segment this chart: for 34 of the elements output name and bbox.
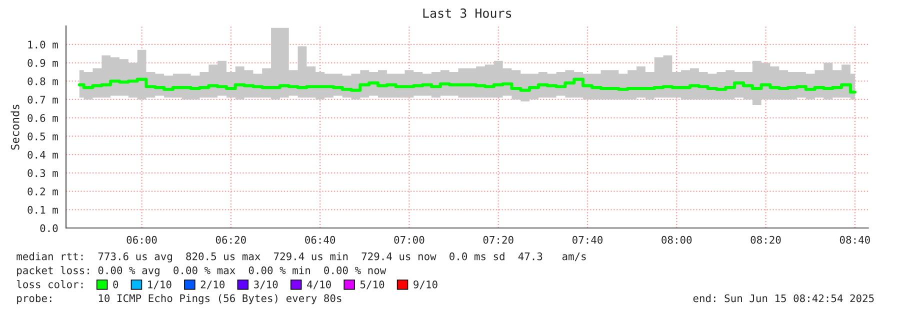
y-tick-label: 0.8 m [28, 77, 58, 86]
y-tick-label: 0.1 m [28, 206, 58, 214]
chart-title: Last 3 Hours [423, 8, 512, 18]
y-tick-label: 0.5 m [28, 132, 58, 140]
legend-label: 9/10 [414, 280, 438, 290]
legend-label: 2/10 [200, 280, 225, 290]
x-tick-label: 08:00 [662, 236, 692, 244]
legend-label: 0 [113, 280, 118, 288]
x-tick-label: 07:00 [394, 236, 424, 244]
x-tick-label: 06:00 [126, 236, 157, 244]
y-tick-label: 0.6 m [28, 114, 58, 122]
y-tick-label: 0.3 m [28, 169, 58, 178]
legend-title: loss color: [16, 280, 83, 288]
legend-label: 1/10 [148, 280, 172, 290]
x-tick-label: 08:20 [750, 236, 781, 244]
legend-label: 5/10 [360, 280, 384, 290]
text: median rtt: 773.6 us avg 820.5 us max 729.4 us min 729.4 us now 0.0 ms sd 47.3 am/s [16, 252, 586, 262]
text: packet loss: 0.00 % avg 0.00 % max 0.00 % min 0.00 % now [17, 266, 386, 276]
y-tick-label: 0.4 m [28, 150, 58, 159]
y-tick-label: 1.0 m [28, 40, 58, 49]
text: probe: 10 ICMP Echo Pings (56 Bytes) every 80s [17, 294, 342, 304]
y-axis-title: Seconds [10, 104, 20, 150]
y-tick-label: 0.7 m [28, 96, 58, 104]
text: end: Sun Jun 15 08:42:54 2025 [693, 294, 874, 302]
y-tick-label: 0.0 [40, 224, 58, 232]
x-tick-label: 06:40 [305, 236, 336, 244]
legend-label: 3/10 [254, 280, 278, 290]
legend-label: 4/10 [307, 280, 331, 290]
y-tick-label: 0.9 m [28, 59, 58, 67]
x-tick-label: 07:40 [572, 236, 602, 244]
x-tick-label: 08:40 [840, 236, 870, 244]
x-tick-label: 07:20 [483, 236, 514, 244]
x-tick-label: 06:20 [216, 236, 246, 244]
y-tick-label: 0.2 m [28, 188, 58, 196]
